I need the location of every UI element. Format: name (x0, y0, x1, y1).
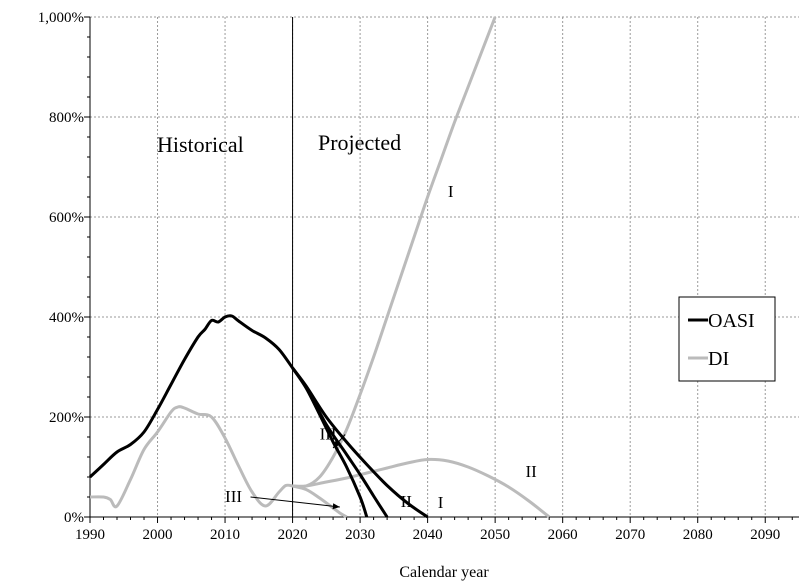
x-tick-label: 2040 (413, 527, 443, 543)
label-layer: Historical Projected Calendar year 1990 2… (38, 10, 780, 581)
x-tick-label: 2000 (143, 527, 173, 543)
legend: OASI DI (678, 296, 776, 382)
y-tick-label: 400% (49, 310, 84, 326)
series-line-oasi-historical (88, 314, 294, 479)
annotation-label: II (401, 492, 413, 511)
x-tick-label: 2050 (480, 527, 510, 543)
annotation-arrow (250, 496, 340, 510)
annotation-label: III (320, 425, 337, 444)
region-label-historical: Historical (157, 132, 244, 157)
x-tick-label: 2010 (210, 527, 240, 543)
x-tick-label: 1990 (75, 527, 105, 543)
legend-label-di: DI (708, 348, 729, 370)
series-line-di-ii (292, 457, 551, 519)
x-tick-label: 2060 (548, 527, 578, 543)
annotation-label: I (448, 182, 454, 201)
annotation-label: I (438, 493, 444, 512)
grid-layer (90, 16, 799, 517)
y-tick-label: 200% (49, 410, 84, 426)
legend-box (678, 296, 776, 382)
x-tick-label: 2030 (345, 527, 375, 543)
series-line-di-i (292, 16, 497, 489)
y-tick-label: 800% (49, 110, 84, 126)
series-line-di-iii (292, 484, 348, 519)
axis-layer (84, 16, 799, 523)
x-tick-label: 2070 (615, 527, 645, 543)
series-line-di-historical (89, 405, 293, 509)
region-label-projected: Projected (318, 130, 401, 155)
x-axis-title: Calendar year (399, 564, 489, 581)
y-tick-label: 0% (64, 510, 84, 526)
x-tick-label: 2020 (278, 527, 308, 543)
y-tick-label: 600% (49, 210, 84, 226)
y-tick-label: 1,000% (38, 10, 84, 26)
legend-label-oasi: OASI (708, 310, 755, 332)
annotation-arrow (332, 434, 346, 449)
x-tick-label: 2090 (750, 527, 780, 543)
annotation-label: III (225, 487, 242, 506)
x-tick-label: 2080 (683, 527, 713, 543)
annotation-label: II (526, 462, 538, 481)
